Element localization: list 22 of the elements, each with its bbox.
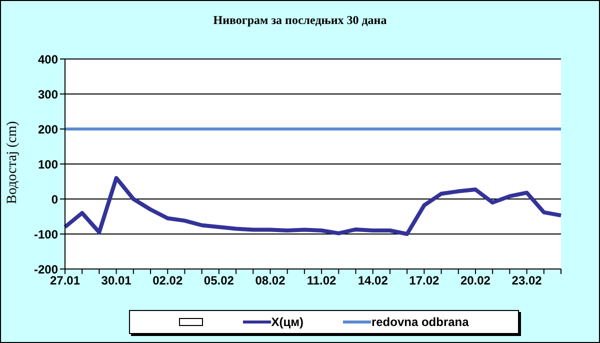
legend-label: X(цм) [271, 315, 304, 329]
x-tick-label: 02.02 [152, 274, 183, 288]
y-tick-label: 100 [38, 157, 58, 172]
y-tick-label: -100 [34, 227, 58, 242]
x-tick-label: 17.02 [409, 274, 440, 288]
x-tick-label: 20.02 [460, 274, 491, 288]
x-tick-label: 05.02 [204, 274, 234, 288]
x-tick-label: 23.02 [512, 274, 542, 288]
x-tick-label: 11.02 [306, 274, 337, 288]
y-tick-label: 200 [38, 122, 58, 136]
x-tick-label: 30.01 [101, 274, 132, 288]
y-tick-label: -200 [34, 262, 58, 276]
line-series [63, 176, 563, 236]
x-tick-label: 14.02 [358, 274, 388, 288]
y-tick-label: 300 [38, 87, 58, 102]
y-axis-title: Водостај (cm) [4, 120, 20, 204]
y-tick-label: 0 [51, 192, 58, 206]
legend-label: redovna odbrana [371, 315, 469, 329]
chart-title: Нивограм за последњих 30 дана [212, 13, 388, 28]
x-tick-label: 27.01 [50, 274, 80, 288]
x-tick-label: 08.02 [255, 274, 286, 288]
y-tick-label: 400 [38, 52, 58, 66]
